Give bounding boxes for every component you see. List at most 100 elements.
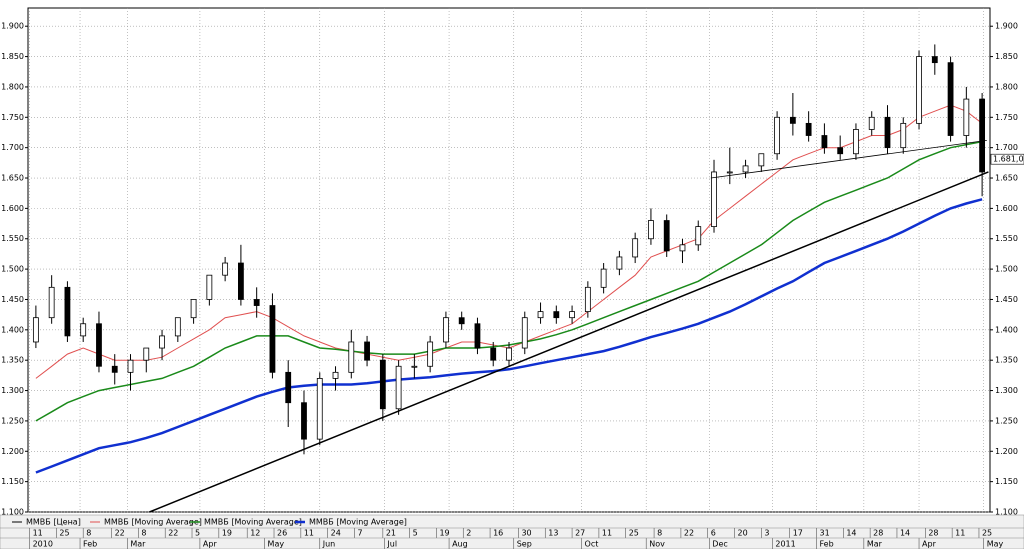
candle-body <box>253 299 260 306</box>
y-tick-label: 1.450 <box>995 295 1018 304</box>
month-label: Mar <box>130 540 146 549</box>
x-tick-label: 13 <box>548 529 558 538</box>
x-tick-label: 2 <box>466 529 471 538</box>
candle-body <box>521 317 528 349</box>
candle-body <box>301 402 307 440</box>
candle-body <box>726 171 733 174</box>
candle-body <box>679 244 686 252</box>
candle-body <box>963 98 970 136</box>
y-tick-label: 1.250 <box>995 416 1018 425</box>
x-tick-label: 25 <box>982 529 992 538</box>
candle-body <box>600 268 607 288</box>
legend-label: ММВБ [Moving Average] <box>309 518 407 527</box>
candle-body <box>711 171 717 228</box>
candle-body <box>348 341 355 373</box>
candle-body <box>143 347 150 361</box>
x-tick-label: 30 <box>521 529 531 538</box>
x-tick-label: 26 <box>277 529 287 538</box>
candle-body <box>111 365 118 373</box>
x-tick-label: 24 <box>331 529 341 538</box>
x-tick-label: 21 <box>386 529 396 538</box>
candle-body <box>758 153 765 167</box>
month-label: Apr <box>922 540 937 549</box>
month-label: Jul <box>386 540 397 549</box>
candle-body <box>174 317 181 337</box>
y-tick-label: 1.850 <box>1 52 24 61</box>
month-label: Oct <box>585 540 599 549</box>
candle-body <box>285 371 292 404</box>
x-tick-label: 14 <box>846 529 856 538</box>
x-tick-label: 28 <box>928 529 938 538</box>
y-tick-label: 1.900 <box>995 22 1018 31</box>
x-tick-label: 8 <box>86 529 91 538</box>
candle-body <box>332 371 339 379</box>
month-label: Jun <box>322 540 336 549</box>
trendline <box>710 139 987 179</box>
candle-body <box>127 359 134 373</box>
candle-body <box>238 262 244 300</box>
candle-body <box>206 274 213 300</box>
y-tick-label: 1.600 <box>995 204 1018 213</box>
candle-body <box>443 317 449 343</box>
candle-body <box>853 129 859 155</box>
x-tick-label: 28 <box>873 529 883 538</box>
candle-body <box>32 317 39 343</box>
month-label: Feb <box>820 540 834 549</box>
last-price-box <box>990 153 1024 165</box>
candle-body <box>48 286 55 319</box>
x-tick-label: 22 <box>168 529 178 538</box>
y-tick-label: 1.650 <box>995 174 1018 183</box>
candle-body <box>458 317 465 325</box>
candle-body <box>537 311 544 319</box>
x-tick-label: 17 <box>793 529 803 538</box>
y-tick-label: 1.450 <box>1 295 24 304</box>
candle-body <box>900 122 907 149</box>
y-tick-label: 1.650 <box>1 174 24 183</box>
month-label: Nov <box>649 540 665 549</box>
candle-body <box>474 323 481 349</box>
x-tick-label: 22 <box>684 529 694 538</box>
x-tick-label: 11 <box>33 529 43 538</box>
candle-body <box>979 98 986 173</box>
candle-body <box>411 365 418 368</box>
x-tick-label: 7 <box>357 529 362 538</box>
y-tick-label: 1.400 <box>1 325 24 334</box>
candle-body <box>80 323 87 337</box>
candle-body <box>789 116 796 124</box>
x-tick-label: 14 <box>900 529 910 538</box>
candle-body <box>190 299 197 319</box>
x-tick-label: 31 <box>820 529 830 538</box>
candle-body <box>64 286 71 337</box>
candle-body <box>553 311 560 319</box>
candle-body <box>316 378 323 440</box>
candle-body <box>695 226 702 246</box>
candle-body <box>663 220 670 252</box>
candle-body <box>584 286 591 313</box>
candle-body <box>742 165 749 173</box>
x-tick-label: 5 <box>195 529 200 538</box>
y-tick-label: 1.500 <box>1 265 24 274</box>
x-tick-label: 16 <box>493 529 503 538</box>
candle-body <box>569 311 575 319</box>
candle-body <box>222 262 229 276</box>
y-tick-label: 1.750 <box>1 113 24 122</box>
month-label: 2010 <box>33 540 53 549</box>
y-tick-label: 1.850 <box>995 52 1018 61</box>
x-tick-label: 5 <box>413 529 418 538</box>
x-tick-label: 11 <box>602 529 612 538</box>
trendline <box>149 171 989 513</box>
y-tick-label: 1.250 <box>1 416 24 425</box>
month-label: May <box>987 540 1004 549</box>
y-tick-label: 1.300 <box>1 386 24 395</box>
legend-label: ММВБ [Moving Average] <box>104 518 202 527</box>
last-price-label: 1.681,01 <box>993 155 1024 164</box>
candle-body <box>364 341 370 361</box>
x-tick-label: 12 <box>250 529 260 538</box>
x-tick-label: 19 <box>222 529 232 538</box>
month-label: May <box>268 540 285 549</box>
month-label: Aug <box>452 540 468 549</box>
y-tick-label: 1.600 <box>1 204 24 213</box>
candle-body <box>805 122 812 136</box>
x-tick-label: 11 <box>304 529 314 538</box>
